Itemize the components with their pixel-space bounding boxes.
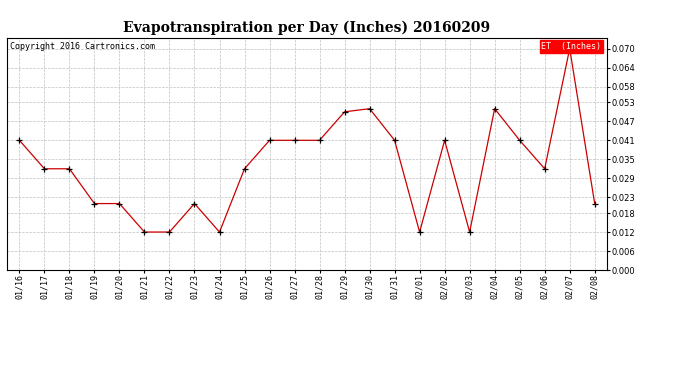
Text: ET  (Inches): ET (Inches) (541, 42, 601, 51)
Title: Evapotranspiration per Day (Inches) 20160209: Evapotranspiration per Day (Inches) 2016… (124, 21, 491, 35)
Text: Copyright 2016 Cartronics.com: Copyright 2016 Cartronics.com (10, 42, 155, 51)
